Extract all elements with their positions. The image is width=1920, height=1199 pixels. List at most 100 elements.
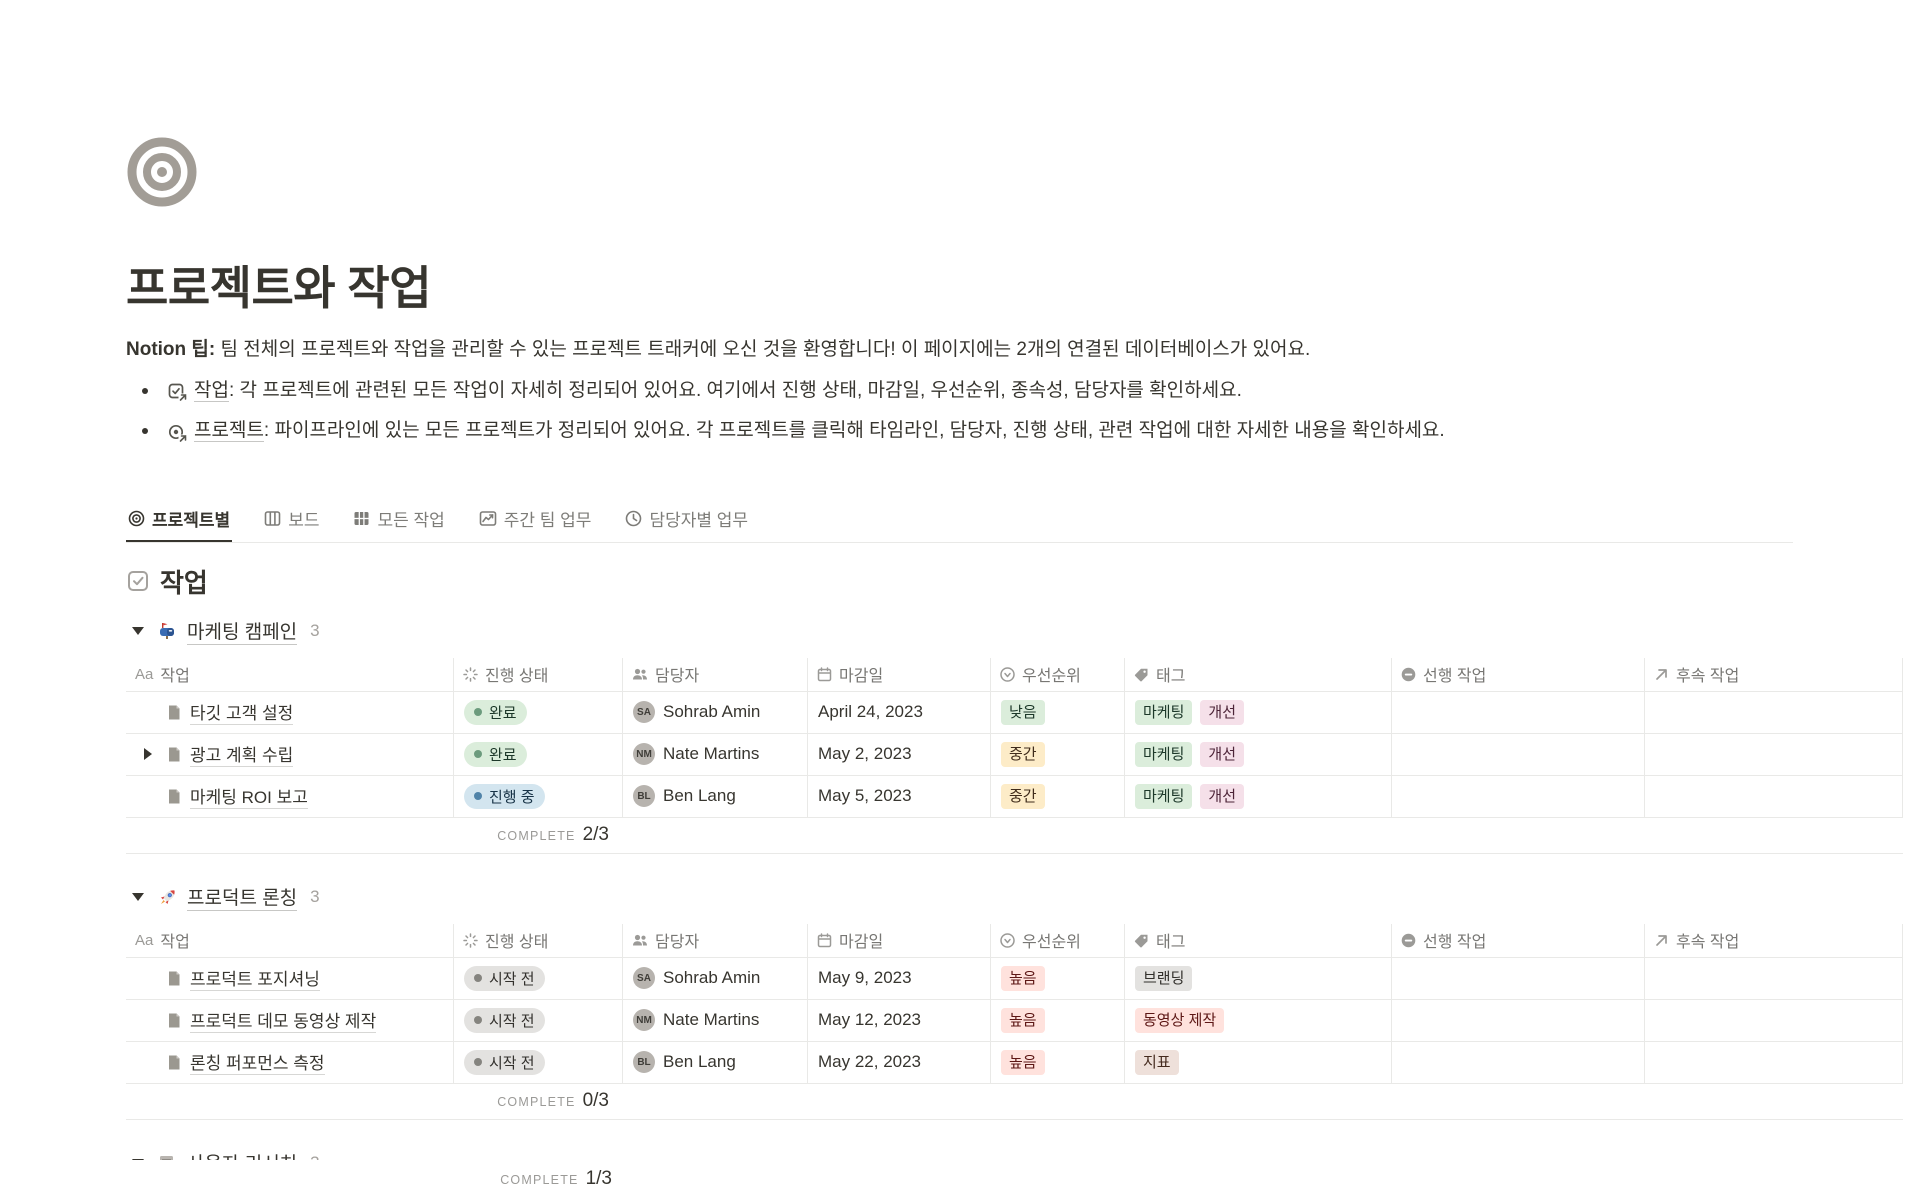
expand-icon[interactable] — [144, 748, 152, 760]
priority-badge[interactable]: 낮음 — [1001, 699, 1045, 725]
column-header-priority[interactable]: 우선순위 — [991, 923, 1125, 957]
tag-badge[interactable]: 개선 — [1200, 783, 1245, 809]
tag-badge[interactable]: 개선 — [1200, 699, 1245, 725]
task-name[interactable]: 타깃 고객 설정 — [190, 699, 294, 725]
table-row[interactable]: 프로덕트 데모 동영상 제작 시작 전 NM Nate Martins May 1… — [126, 999, 1903, 1042]
avatar: BL — [633, 785, 655, 807]
due-date[interactable]: April 24, 2023 — [818, 702, 923, 721]
group-count: 3 — [310, 886, 320, 906]
collapse-toggle-icon[interactable] — [132, 626, 144, 635]
due-date[interactable]: May 22, 2023 — [818, 1052, 922, 1071]
blocking-cell[interactable] — [1645, 999, 1903, 1041]
table-row[interactable]: 프로덕트 포지셔닝 시작 전 SA Sohrab Amin May 9, 2023… — [126, 957, 1903, 1000]
group-count: 3 — [310, 620, 320, 640]
column-header-status[interactable]: 진행 상태 — [454, 923, 623, 957]
page-icon-target[interactable] — [126, 136, 198, 208]
assignee-name[interactable]: Nate Martins — [663, 744, 760, 763]
column-header-assignee[interactable]: 담당자 — [623, 923, 808, 957]
tag-badge[interactable]: 지표 — [1135, 1049, 1179, 1075]
column-header-tags[interactable]: 태그 — [1125, 657, 1392, 691]
avatar: NM — [633, 743, 655, 765]
tag-badge[interactable]: 동영상 제작 — [1135, 1007, 1225, 1033]
tab-all-tasks[interactable]: 모든 작업 — [351, 500, 446, 542]
column-header-task[interactable]: Aa 작업 — [126, 923, 454, 957]
table-row[interactable]: 광고 계획 수립 완료 NM Nate Martins May 2, 2023 중… — [126, 733, 1903, 776]
assignee-name[interactable]: Ben Lang — [663, 786, 736, 805]
tag-badge[interactable]: 마케팅 — [1135, 741, 1193, 767]
chart-icon — [479, 510, 497, 526]
table-row[interactable]: 론칭 퍼포먼스 측정 시작 전 BL Ben Lang May 22, 2023 … — [126, 1041, 1903, 1084]
task-name[interactable]: 마케팅 ROI 보고 — [190, 783, 308, 809]
task-name[interactable]: 광고 계획 수립 — [190, 741, 294, 767]
priority-badge[interactable]: 중간 — [1001, 783, 1045, 809]
due-date[interactable]: May 9, 2023 — [818, 968, 912, 987]
column-header-assignee[interactable]: 담당자 — [623, 657, 808, 691]
aa-icon: Aa — [135, 665, 154, 683]
link-tasks[interactable]: 작업: 각 프로젝트에 관련된 모든 작업이 자세히 정리되어 있어요. 여기에… — [194, 379, 1242, 402]
column-header-priority[interactable]: 우선순위 — [991, 657, 1125, 691]
status-badge[interactable]: 완료 — [464, 699, 527, 725]
task-name[interactable]: 프로덕트 데모 동영상 제작 — [190, 1007, 377, 1033]
task-name[interactable]: 론칭 퍼포먼스 측정 — [190, 1049, 325, 1075]
priority-badge[interactable]: 중간 — [1001, 741, 1045, 767]
priority-badge[interactable]: 높음 — [1001, 1049, 1045, 1075]
tab-by-project[interactable]: 프로젝트별 — [126, 500, 233, 542]
tab-by-assignee[interactable]: 담당자별 업무 — [623, 500, 750, 542]
column-header-task[interactable]: Aa 작업 — [126, 657, 454, 691]
blocked-by-cell[interactable] — [1392, 957, 1645, 999]
complete-aggregate[interactable]: COMPLETE 2/3 — [497, 824, 609, 845]
blocked-by-cell[interactable] — [1392, 775, 1645, 817]
due-date[interactable]: May 2, 2023 — [818, 744, 912, 763]
priority-badge[interactable]: 높음 — [1001, 1007, 1045, 1033]
complete-aggregate[interactable]: COMPLETE 1/3 — [500, 1168, 612, 1189]
blocked-by-cell[interactable] — [1392, 733, 1645, 775]
tag-badge[interactable]: 마케팅 — [1135, 699, 1193, 725]
task-name[interactable]: 프로덕트 포지셔닝 — [190, 965, 320, 991]
tag-badge[interactable]: 브랜딩 — [1135, 965, 1193, 991]
column-header-due[interactable]: 마감일 — [808, 923, 991, 957]
column-header-tags[interactable]: 태그 — [1125, 923, 1392, 957]
due-date[interactable]: May 5, 2023 — [818, 786, 912, 805]
tag-badge[interactable]: 마케팅 — [1135, 783, 1193, 809]
tab-board[interactable]: 보드 — [262, 500, 321, 542]
blocked-by-cell[interactable] — [1392, 691, 1645, 733]
assignee-name[interactable]: Ben Lang — [663, 1052, 736, 1071]
view-tabbar: 프로젝트별 보드 모든 작업 주간 팀 — [126, 500, 1793, 543]
calendar-icon — [817, 666, 832, 681]
column-header-due[interactable]: 마감일 — [808, 657, 991, 691]
status-badge[interactable]: 완료 — [464, 741, 527, 767]
link-projects[interactable]: 프로젝트: 파이프라인에 있는 모든 프로젝트가 정리되어 있어요. 각 프로젝… — [194, 420, 1445, 442]
collapse-toggle-icon[interactable] — [132, 892, 144, 901]
blocked-by-cell[interactable] — [1392, 999, 1645, 1041]
status-badge[interactable]: 시작 전 — [464, 1007, 545, 1033]
tab-weekly-team[interactable]: 주간 팀 업무 — [477, 500, 594, 542]
blocking-cell[interactable] — [1645, 1041, 1903, 1083]
blocking-cell[interactable] — [1645, 957, 1903, 999]
status-dot — [474, 1016, 482, 1024]
tag-badge[interactable]: 개선 — [1200, 741, 1245, 767]
column-header-blocking[interactable]: 후속 작업 — [1645, 923, 1903, 957]
group-name[interactable]: 마케팅 캠페인 — [187, 617, 298, 645]
blocking-cell[interactable] — [1645, 691, 1903, 733]
assignee-name[interactable]: Sohrab Amin — [663, 968, 761, 987]
assignee-name[interactable]: Sohrab Amin — [663, 702, 761, 721]
group-name[interactable]: 프로덕트 론칭 — [187, 883, 298, 911]
due-date[interactable]: May 12, 2023 — [818, 1010, 922, 1029]
status-badge[interactable]: 시작 전 — [464, 965, 545, 991]
complete-aggregate[interactable]: COMPLETE 0/3 — [497, 1090, 609, 1111]
table-row[interactable]: 타깃 고객 설정 완료 SA Sohrab Amin April 24, 2023… — [126, 691, 1903, 734]
column-header-blocked-by[interactable]: 선행 작업 — [1392, 923, 1645, 957]
blocking-cell[interactable] — [1645, 775, 1903, 817]
column-header-status[interactable]: 진행 상태 — [454, 657, 623, 691]
avatar: SA — [633, 701, 655, 723]
priority-badge[interactable]: 높음 — [1001, 965, 1045, 991]
group-header-product-launch: 프로덕트 론칭 3 — [126, 882, 1906, 912]
status-badge[interactable]: 시작 전 — [464, 1049, 545, 1075]
assignee-name[interactable]: Nate Martins — [663, 1010, 760, 1029]
blocked-by-cell[interactable] — [1392, 1041, 1645, 1083]
column-header-blocked-by[interactable]: 선행 작업 — [1392, 657, 1645, 691]
blocking-cell[interactable] — [1645, 733, 1903, 775]
status-badge[interactable]: 진행 중 — [464, 783, 545, 809]
column-header-blocking[interactable]: 후속 작업 — [1645, 657, 1903, 691]
table-row[interactable]: 마케팅 ROI 보고 진행 중 BL Ben Lang May 5, 2023 중… — [126, 775, 1903, 818]
